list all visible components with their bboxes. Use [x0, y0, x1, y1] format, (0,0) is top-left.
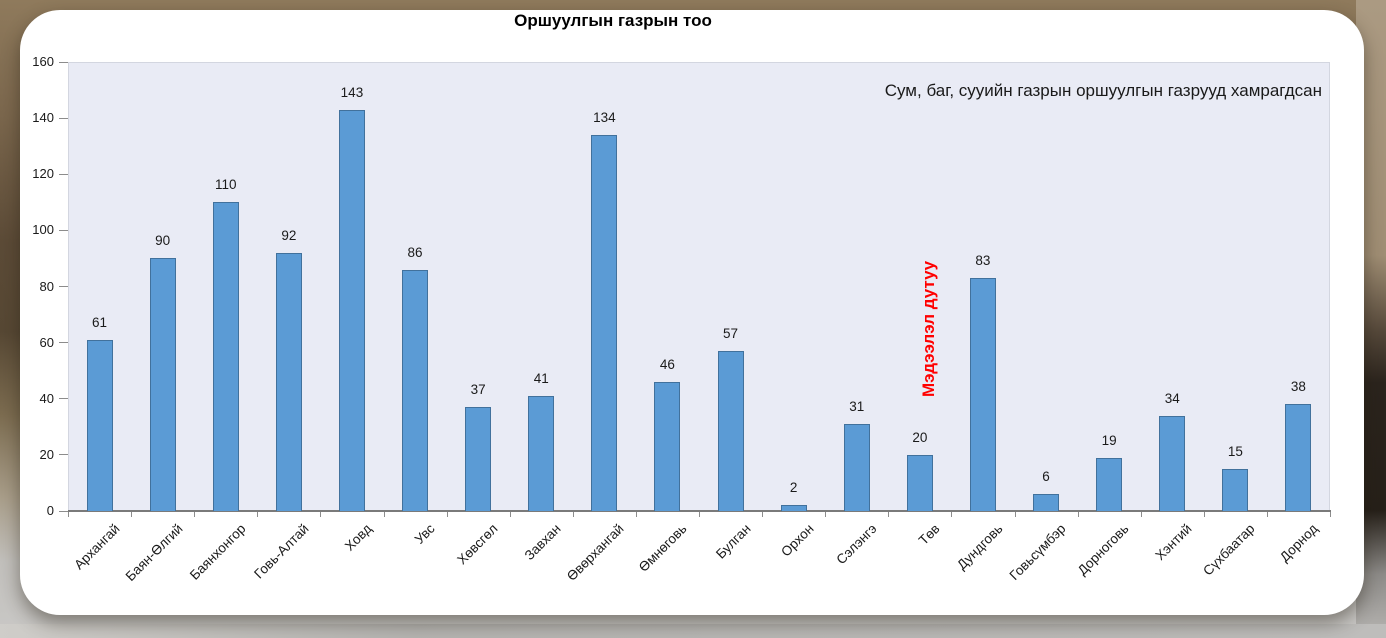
x-tick	[951, 512, 953, 517]
bar-value-label: 86	[407, 244, 423, 260]
bar-Увс	[402, 269, 429, 511]
y-tick-label: 0	[46, 503, 54, 518]
bar-value-label: 15	[1227, 443, 1243, 459]
bar-Ховд	[338, 109, 365, 511]
bar-value-label: 31	[849, 399, 865, 414]
x-tick	[762, 512, 764, 517]
x-tick	[825, 512, 827, 517]
y-tick-label: 80	[39, 278, 54, 294]
y-tick-label: 100	[32, 222, 54, 238]
bar-Төв	[906, 454, 933, 511]
x-tick	[1014, 512, 1016, 517]
bar-value-label: 90	[155, 233, 171, 249]
y-tick-label: 160	[32, 54, 54, 69]
bar-Дорноговь	[1096, 457, 1123, 511]
bar-value-label: 143	[340, 84, 364, 100]
bar-value-label: 92	[281, 227, 297, 243]
x-tick	[383, 512, 385, 517]
y-tick	[59, 286, 68, 287]
bar-value-label: 37	[470, 382, 486, 398]
x-tick	[1330, 512, 1331, 517]
bar-Сэлэнгэ	[843, 424, 870, 511]
bar-value-label: 38	[1290, 379, 1306, 395]
bar-Говь-Алтай	[275, 252, 302, 511]
y-tick	[59, 61, 68, 63]
bar-Дорнод	[1285, 404, 1312, 511]
bar-Хөвсгөл	[465, 407, 492, 511]
x-tick	[699, 512, 700, 517]
y-tick-label: 120	[32, 166, 54, 182]
bar-value-label: 46	[659, 356, 675, 372]
bar-value-label: 2	[789, 480, 798, 496]
photo-background-bottom-edge	[0, 624, 1386, 638]
y-tick-label: 60	[39, 334, 54, 350]
y-tick-label: 20	[39, 446, 54, 462]
x-tick	[320, 512, 322, 517]
bar-value-label: 6	[1042, 469, 1050, 485]
bar-Дундговь	[969, 278, 996, 511]
x-axis-line	[68, 510, 1331, 512]
bar-Өмнөговь	[654, 381, 681, 511]
x-tick	[68, 512, 69, 517]
chart-title: Оршуулгын газрын тоо	[514, 11, 712, 30]
bar-Говьсүмбэр	[1033, 494, 1060, 511]
bar-Баян-Өлгий	[149, 258, 176, 511]
bar-value-label: 57	[723, 326, 739, 342]
bar-Завхан	[528, 395, 555, 511]
y-tick	[59, 117, 68, 119]
y-tick	[59, 398, 68, 400]
bar-value-label: 83	[975, 253, 991, 269]
x-tick	[1140, 512, 1142, 517]
bar-Архангай	[86, 339, 113, 511]
y-tick	[59, 510, 68, 512]
coverage-note: Сум, баг, сууийн газрын оршуулгын газруу…	[884, 81, 1322, 100]
y-tick	[59, 173, 68, 175]
x-tick	[509, 512, 511, 517]
bar-Сүхбаатар	[1222, 468, 1249, 511]
missing-data-note: Мэдээлэл дутуу	[918, 260, 938, 398]
bar-value-label: 61	[92, 314, 108, 330]
bar-Хэнтий	[1159, 415, 1186, 511]
bar-value-label: 134	[593, 109, 616, 125]
bar-value-label: 34	[1164, 390, 1180, 406]
x-tick	[131, 512, 133, 517]
y-tick-label: 40	[39, 390, 54, 406]
y-tick	[59, 229, 68, 231]
x-tick	[1077, 512, 1079, 517]
y-tick	[59, 342, 68, 344]
x-tick	[1203, 512, 1205, 517]
x-tick	[635, 512, 637, 517]
bar-value-label: 20	[912, 429, 928, 445]
x-tick	[888, 512, 890, 517]
y-tick	[59, 454, 68, 456]
x-tick	[257, 512, 259, 517]
bar-Орхон	[780, 505, 807, 511]
bar-Баянхонгор	[212, 202, 239, 511]
bar-Булган	[717, 351, 744, 511]
bar-value-label: 19	[1101, 432, 1117, 448]
x-tick	[446, 512, 448, 517]
bar-value-label: 110	[214, 177, 237, 193]
x-tick	[572, 512, 574, 517]
y-tick-label: 140	[32, 110, 54, 126]
bar-Өвөрхангай	[591, 134, 618, 511]
bar-value-label: 41	[533, 370, 549, 386]
x-tick	[194, 512, 196, 517]
x-tick	[1266, 512, 1268, 517]
